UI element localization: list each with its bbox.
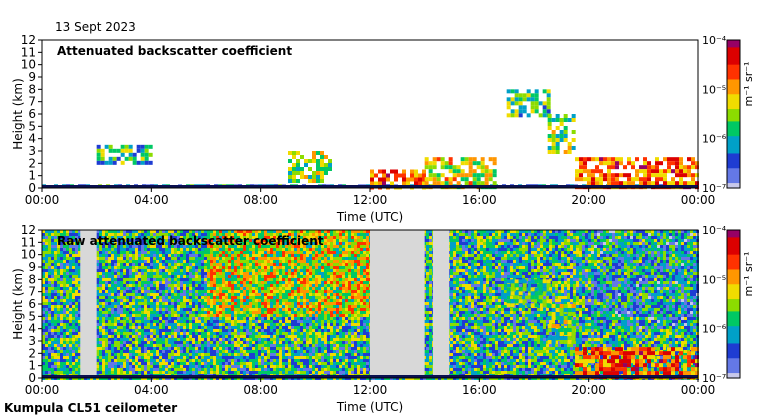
y-axis-label: Height (km) — [11, 268, 25, 339]
y-tick-label: 8 — [28, 82, 36, 96]
colorbar-frame — [726, 229, 741, 379]
y-tick-label: 5 — [28, 309, 36, 323]
y-tick-label: 8 — [28, 272, 36, 286]
colorbar-tick-label: 10⁻⁵ — [702, 273, 726, 286]
colorbar-tick-label: 10⁻⁶ — [702, 133, 727, 146]
backscatter-feature — [96, 144, 153, 165]
colorbar-tick-label: 10⁻⁷ — [702, 182, 726, 195]
x-tick-label: 20:00 — [571, 383, 606, 397]
y-tick-label: 7 — [28, 95, 36, 109]
y-tick-label: 9 — [28, 70, 36, 84]
y-tick-label: 10 — [21, 58, 36, 72]
x-tick-label: 08:00 — [243, 383, 278, 397]
attenuated-backscatter-chart: Attenuated backscatter coefficient012345… — [11, 33, 755, 224]
x-tick-label: 04:00 — [134, 383, 169, 397]
x-tick-label: 12:00 — [353, 383, 388, 397]
y-tick-label: 2 — [28, 346, 36, 360]
colorbar: 10⁻⁴ 10⁻⁵ 10⁻⁶ 10⁻⁷ m⁻¹ sr⁻¹ — [702, 224, 755, 385]
y-tick-label: 3 — [28, 334, 36, 348]
x-tick-label: 16:00 — [462, 383, 497, 397]
date-label: 13 Sept 2023 — [55, 20, 136, 34]
x-axis-label: Time (UTC) — [336, 210, 403, 224]
y-tick-label: 2 — [28, 156, 36, 170]
x-tick-label: 00:00 — [25, 193, 60, 207]
y-tick-label: 12 — [21, 33, 36, 47]
x-tick-label: 08:00 — [243, 193, 278, 207]
x-tick-label: 00:00 — [681, 193, 716, 207]
colorbar-tick-label: 10⁻⁴ — [702, 34, 727, 47]
chart-title: Attenuated backscatter coefficient — [57, 44, 292, 58]
colorbar-tick-label: 10⁻⁵ — [702, 83, 726, 96]
y-tick-label: 11 — [21, 235, 36, 249]
y-tick-label: 4 — [28, 132, 36, 146]
y-tick-label: 1 — [28, 359, 36, 373]
plot-area — [42, 40, 698, 188]
backscatter-feature — [547, 114, 576, 154]
y-tick-label: 6 — [28, 297, 36, 311]
colorbar-unit-label: m⁻¹ sr⁻¹ — [742, 62, 755, 107]
x-tick-label: 12:00 — [353, 193, 388, 207]
data-gap — [432, 230, 450, 378]
colorbar-tick-label: 10⁻⁷ — [702, 372, 726, 385]
x-tick-label: 00:00 — [681, 383, 716, 397]
colorbar-frame — [726, 39, 741, 189]
raw-backscatter-chart: Raw attenuated backscatter coefficient01… — [11, 223, 755, 414]
y-tick-label: 11 — [21, 45, 36, 59]
y-tick-label: 0 — [28, 181, 36, 195]
footer-label: Kumpula CL51 ceilometer — [4, 401, 178, 415]
y-tick-label: 7 — [28, 285, 36, 299]
colorbar-unit-label: m⁻¹ sr⁻¹ — [742, 252, 755, 297]
y-tick-label: 4 — [28, 322, 36, 336]
ground-signal — [42, 185, 698, 188]
x-axis-label: Time (UTC) — [336, 400, 403, 414]
y-tick-label: 5 — [28, 119, 36, 133]
y-tick-label: 0 — [28, 371, 36, 385]
y-tick-label: 1 — [28, 169, 36, 183]
colorbar: 10⁻⁴ 10⁻⁵ 10⁻⁶ 10⁻⁷ m⁻¹ sr⁻¹ — [702, 34, 755, 195]
y-tick-label: 3 — [28, 144, 36, 158]
backscatter-feature — [547, 304, 576, 344]
x-tick-label: 00:00 — [25, 383, 60, 397]
y-tick-label: 6 — [28, 107, 36, 121]
chart-title: Raw attenuated backscatter coefficient — [57, 234, 324, 248]
backscatter-feature — [370, 169, 426, 190]
data-gap — [80, 230, 97, 378]
x-tick-label: 20:00 — [571, 193, 606, 207]
backscatter-feature — [288, 151, 332, 183]
x-tick-label: 04:00 — [134, 193, 169, 207]
x-tick-label: 16:00 — [462, 193, 497, 207]
y-axis-label: Height (km) — [11, 78, 25, 149]
data-gap — [370, 230, 425, 378]
ground-signal — [42, 375, 698, 378]
y-tick-label: 10 — [21, 248, 36, 262]
y-tick-label: 9 — [28, 260, 36, 274]
y-tick-label: 12 — [21, 223, 36, 237]
backscatter-feature — [506, 279, 551, 308]
backscatter-feature — [506, 89, 551, 118]
colorbar-tick-label: 10⁻⁶ — [702, 323, 727, 336]
colorbar-tick-label: 10⁻⁴ — [702, 224, 727, 237]
